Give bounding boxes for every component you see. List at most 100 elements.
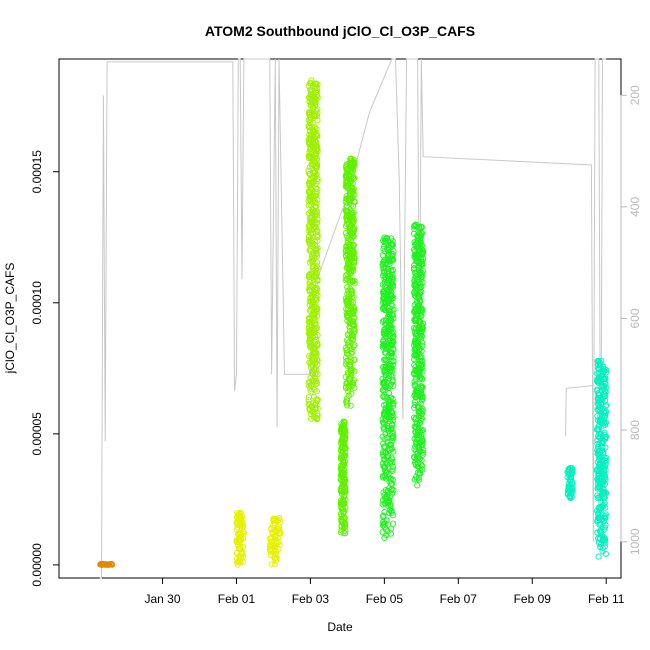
- data-point: [419, 342, 426, 350]
- data-point: [383, 468, 391, 475]
- data-point: [345, 214, 352, 221]
- x-tick-label: Jan 30: [145, 592, 181, 606]
- data-point: [388, 426, 395, 433]
- data-point: [387, 250, 395, 257]
- data-point: [108, 561, 115, 568]
- data-point: [419, 451, 426, 458]
- data-point: [307, 332, 314, 340]
- data-point: [415, 275, 422, 282]
- data-point: [602, 511, 609, 518]
- data-point: [411, 371, 418, 378]
- data-point: [344, 182, 351, 189]
- data-point: [346, 190, 353, 197]
- data-point: [349, 277, 356, 284]
- data-point: [565, 484, 573, 491]
- right-tick-label: 800: [628, 420, 642, 440]
- data-point: [307, 102, 315, 109]
- right-tick-label: 1000: [628, 528, 642, 555]
- x-tick-label: Feb 01: [218, 592, 256, 606]
- data-point: [306, 163, 313, 171]
- data-point: [602, 521, 609, 529]
- data-point: [271, 534, 278, 541]
- data-point: [310, 393, 318, 400]
- data-point: [414, 482, 421, 489]
- data-point: [348, 332, 356, 339]
- data-point: [342, 230, 349, 237]
- data-point: [342, 252, 349, 259]
- data-point: [345, 235, 352, 242]
- data-point: [594, 361, 601, 369]
- data-point: [350, 304, 357, 311]
- data-point: [601, 524, 608, 531]
- data-point: [416, 358, 424, 365]
- data-point: [412, 284, 419, 291]
- data-point: [349, 349, 356, 356]
- data-point: [235, 545, 243, 552]
- data-point: [308, 415, 315, 422]
- data-point: [387, 322, 394, 329]
- data-point: [595, 513, 602, 520]
- data-point: [419, 441, 426, 448]
- data-point: [382, 374, 389, 381]
- data-point: [379, 375, 386, 382]
- data-point: [389, 463, 396, 471]
- data-point: [313, 112, 321, 120]
- data-point: [597, 375, 604, 382]
- data-point: [305, 210, 312, 217]
- data-point: [598, 491, 605, 498]
- data-point: [598, 439, 605, 446]
- data-point: [595, 365, 602, 372]
- data-point: [305, 122, 312, 130]
- data-point: [382, 448, 389, 455]
- data-point: [276, 527, 283, 534]
- data-point: [310, 216, 317, 223]
- data-point: [236, 509, 243, 516]
- data-point: [308, 88, 315, 95]
- x-axis: Jan 30 Feb 01 Feb 03 Feb 05 Feb 07 Feb 09 Feb …: [145, 577, 625, 606]
- data-point: [382, 265, 389, 272]
- data-point: [308, 302, 316, 310]
- data-point: [314, 414, 321, 422]
- data-point: [267, 538, 274, 545]
- data-point: [388, 253, 396, 260]
- data-point: [416, 224, 423, 231]
- data-point: [380, 393, 387, 400]
- data-point: [569, 469, 576, 476]
- data-point: [602, 369, 610, 376]
- data-point: [238, 518, 246, 525]
- data-point: [418, 283, 425, 290]
- data-point: [313, 138, 320, 146]
- data-point: [382, 386, 389, 393]
- data-point: [595, 471, 602, 478]
- data-point: [314, 277, 321, 284]
- data-point: [388, 278, 395, 285]
- data-point: [306, 181, 313, 188]
- data-point: [344, 290, 351, 298]
- data-point: [381, 356, 388, 363]
- data-point: [382, 520, 389, 527]
- data-point: [349, 219, 356, 226]
- data-point: [347, 270, 354, 277]
- data-point: [306, 153, 313, 160]
- data-point: [602, 397, 609, 404]
- data-point: [411, 435, 418, 442]
- data-point: [599, 405, 606, 412]
- data-point: [306, 110, 313, 117]
- data-point: [348, 255, 356, 262]
- data-point: [313, 185, 320, 192]
- data-point: [307, 306, 314, 313]
- data-point: [313, 188, 320, 196]
- data-point: [594, 529, 601, 536]
- data-point: [597, 416, 604, 423]
- data-point: [307, 95, 314, 102]
- data-point: [417, 416, 424, 423]
- data-point: [596, 422, 603, 429]
- data-point: [310, 272, 317, 280]
- data-point: [314, 219, 321, 226]
- data-point: [601, 429, 608, 436]
- data-point: [307, 86, 314, 94]
- data-point: [381, 491, 388, 499]
- data-point: [415, 259, 422, 266]
- data-point: [236, 555, 243, 562]
- data-point: [310, 368, 317, 375]
